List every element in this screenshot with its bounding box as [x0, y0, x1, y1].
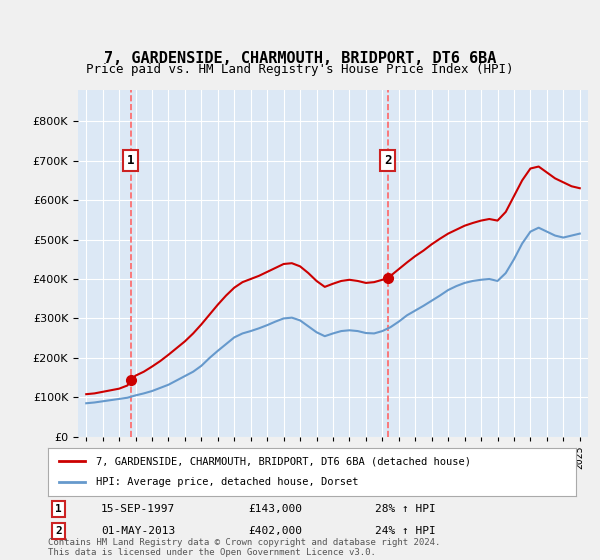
Text: 7, GARDENSIDE, CHARMOUTH, BRIDPORT, DT6 6BA: 7, GARDENSIDE, CHARMOUTH, BRIDPORT, DT6 …: [104, 52, 496, 66]
Text: £402,000: £402,000: [248, 526, 302, 536]
Text: Price paid vs. HM Land Registry's House Price Index (HPI): Price paid vs. HM Land Registry's House …: [86, 63, 514, 77]
Text: 2: 2: [384, 154, 392, 167]
Text: 1: 1: [127, 154, 134, 167]
Text: 24% ↑ HPI: 24% ↑ HPI: [376, 526, 436, 536]
Text: 01-MAY-2013: 01-MAY-2013: [101, 526, 175, 536]
Text: £143,000: £143,000: [248, 504, 302, 514]
Text: Contains HM Land Registry data © Crown copyright and database right 2024.
This d: Contains HM Land Registry data © Crown c…: [48, 538, 440, 557]
Text: 7, GARDENSIDE, CHARMOUTH, BRIDPORT, DT6 6BA (detached house): 7, GARDENSIDE, CHARMOUTH, BRIDPORT, DT6 …: [95, 456, 470, 466]
Text: 15-SEP-1997: 15-SEP-1997: [101, 504, 175, 514]
Text: HPI: Average price, detached house, Dorset: HPI: Average price, detached house, Dors…: [95, 477, 358, 487]
Text: 28% ↑ HPI: 28% ↑ HPI: [376, 504, 436, 514]
Text: 1: 1: [55, 504, 62, 514]
Text: 2: 2: [55, 526, 62, 536]
